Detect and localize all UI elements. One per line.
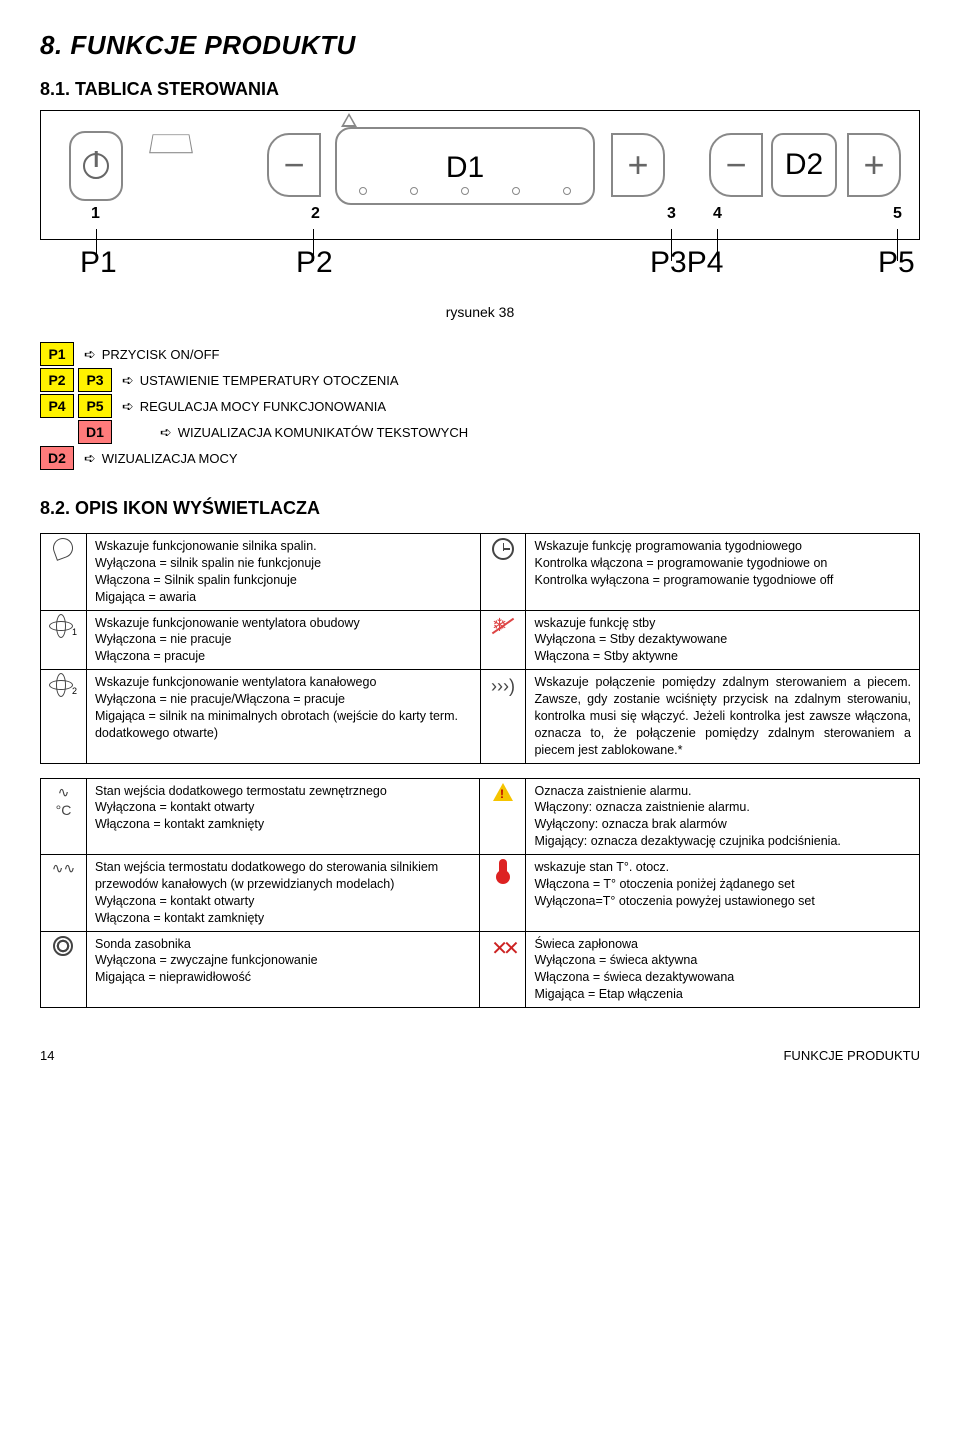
desc-cell: Oznacza zaistnienie alarmu.Włączony: ozn… xyxy=(526,778,920,855)
minus-icon: − xyxy=(283,147,304,183)
power-icon xyxy=(83,153,109,179)
plus-button-right: + xyxy=(847,133,901,197)
key-p1: P1 xyxy=(40,342,74,366)
icon-table-2: ∿ °C Stan wejścia dodatkowego termostatu… xyxy=(40,778,920,1009)
legend-powervis: WIZUALIZACJA MOCY xyxy=(102,451,238,466)
desc-cell: Stan wejścia termostatu dodatkowego do s… xyxy=(86,855,480,932)
icon-table-1: Wskazuje funkcjonowanie silnika spalin.W… xyxy=(40,533,920,764)
section-title: 8. FUNKCJE PRODUKTU xyxy=(40,30,920,61)
desc-cell: wskazuje stan T°. otocz.Włączona = T° ot… xyxy=(526,855,920,932)
key-p3: P3 xyxy=(78,368,112,392)
marker-1: 1 xyxy=(91,205,100,223)
desc-cell: Sonda zasobnikaWyłączona = zwyczajne fun… xyxy=(86,931,480,1008)
control-panel-diagram: 1 − 🌡 D1 2 + 3 − 4 D2 + 5 xyxy=(40,110,920,240)
marker-4: 4 xyxy=(713,205,722,223)
key-d2: D2 xyxy=(40,446,74,470)
legend-onoff: PRZYCISK ON/OFF xyxy=(102,347,220,362)
minus-icon: − xyxy=(725,147,746,183)
key-p4: P4 xyxy=(40,394,74,418)
figure-caption: rysunek 38 xyxy=(40,304,920,320)
display-d2: D2 xyxy=(771,133,837,197)
desc-cell: Świeca zapłonowaWyłączona = świeca aktyw… xyxy=(526,931,920,1008)
hopper-icon xyxy=(41,931,87,1008)
plus-button-mid: + xyxy=(611,133,665,197)
plus-icon: + xyxy=(863,147,884,183)
marker-2: 2 xyxy=(311,205,320,223)
footer-section: FUNKCJE PRODUKTU xyxy=(783,1048,920,1063)
marker-5: 5 xyxy=(893,205,902,223)
minus-button-left: − xyxy=(267,133,321,197)
arrow-icon: ➪ xyxy=(160,424,172,441)
stby-icon xyxy=(480,610,526,670)
desc-cell: Stan wejścia dodatkowego termostatu zewn… xyxy=(86,778,480,855)
plus-icon: + xyxy=(627,147,648,183)
desc-cell: Wskazuje funkcjonowanie wentylatora kana… xyxy=(86,670,480,763)
display-indicator-row xyxy=(337,183,593,205)
key-p5: P5 xyxy=(78,394,112,418)
icon-swirl xyxy=(41,534,87,611)
label-p2: P2 xyxy=(296,246,333,280)
table-row: Sonda zasobnikaWyłączona = zwyczajne fun… xyxy=(41,931,920,1008)
remote-icon: ›››) xyxy=(480,670,526,763)
desc-cell: Wskazuje funkcjonowanie wentylatora obud… xyxy=(86,610,480,670)
label-p1: P1 xyxy=(80,246,117,280)
label-p3p4: P3P4 xyxy=(650,246,723,280)
legend-temp: USTAWIENIE TEMPERATURY OTOCZENIA xyxy=(140,373,399,388)
thermo-duct-icon: ∿∿ xyxy=(41,855,87,932)
subsection-8-1: 8.1. TABLICA STEROWANIA xyxy=(40,79,920,100)
clock-icon xyxy=(480,534,526,611)
legend-textvis: WIZUALIZACJA KOMUNIKATÓW TEKSTOWYCH xyxy=(178,425,468,440)
thermo-ext-icon: ∿ °C xyxy=(41,778,87,855)
glowplug-icon: ✕✕ xyxy=(480,931,526,1008)
desc-cell: Wskazuje funkcjonowanie silnika spalin.W… xyxy=(86,534,480,611)
page-footer: 14 FUNKCJE PRODUKTU xyxy=(40,1048,920,1063)
legend-power: REGULACJA MOCY FUNKCJONOWANIA xyxy=(140,399,386,414)
table-row: ∿∿ Stan wejścia termostatu dodatkowego d… xyxy=(41,855,920,932)
icon-tables-container: Wskazuje funkcjonowanie silnika spalin.W… xyxy=(40,533,920,1008)
arrow-icon: ➪ xyxy=(84,450,96,467)
minus-button-right: − xyxy=(709,133,763,197)
table-row: 1 Wskazuje funkcjonowanie wentylatora ob… xyxy=(41,610,920,670)
indicator-dot xyxy=(359,187,367,195)
key-p2: P2 xyxy=(40,368,74,392)
display-d2-label: D2 xyxy=(785,148,823,182)
page-number: 14 xyxy=(40,1048,54,1063)
warning-icon xyxy=(341,113,357,127)
fan1-icon: 1 xyxy=(41,610,87,670)
p-labels-row: P1 P2 P3P4 P5 xyxy=(40,246,920,290)
table-row: ∿ °C Stan wejścia dodatkowego termostatu… xyxy=(41,778,920,855)
arrow-icon: ➪ xyxy=(122,398,134,415)
table-row: Wskazuje funkcjonowanie silnika spalin.W… xyxy=(41,534,920,611)
desc-cell: Wskazuje połączenie pomiędzy zdalnym ste… xyxy=(526,670,920,763)
label-p5: P5 xyxy=(878,246,915,280)
table-row: 2 Wskazuje funkcjonowanie wentylatora ka… xyxy=(41,670,920,763)
arrow-icon: ➪ xyxy=(84,346,96,363)
fan2-icon: 2 xyxy=(41,670,87,763)
key-d1: D1 xyxy=(78,420,112,444)
subsection-8-2: 8.2. OPIS IKON WYŚWIETLACZA xyxy=(40,498,920,519)
trapezoid-icon xyxy=(149,134,193,153)
legend-block: P1 ➪ PRZYCISK ON/OFF P2 P3 ➪ USTAWIENIE … xyxy=(40,342,920,470)
alarm-icon xyxy=(480,778,526,855)
arrow-icon: ➪ xyxy=(122,372,134,389)
temp-status-icon xyxy=(480,855,526,932)
display-d1: D1 xyxy=(335,127,595,205)
marker-3: 3 xyxy=(667,205,676,223)
desc-cell: Wskazuje funkcję programowania tygodniow… xyxy=(526,534,920,611)
power-button xyxy=(69,131,123,201)
desc-cell: wskazuje funkcję stbyWyłączona = Stby de… xyxy=(526,610,920,670)
